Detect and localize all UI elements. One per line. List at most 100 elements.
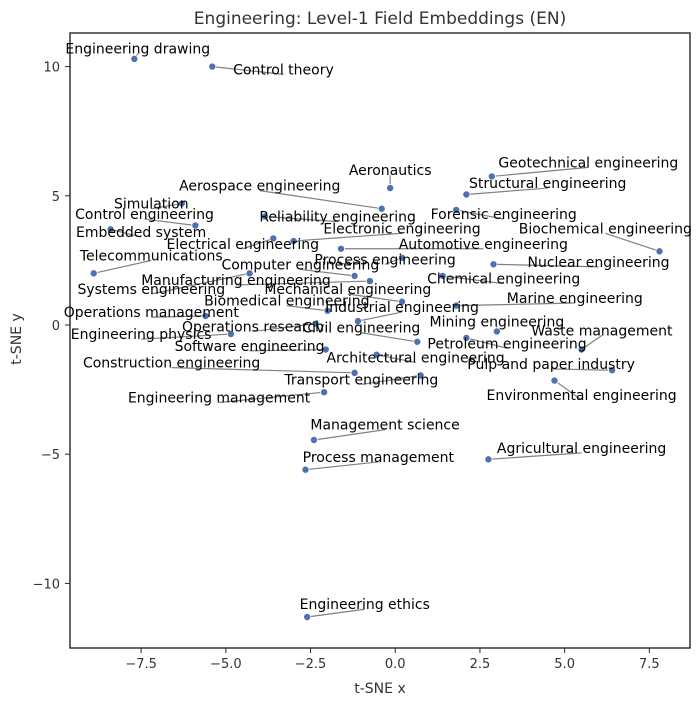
point-label: Transport engineering [283,372,438,388]
point-label: Aerospace engineering [179,179,340,195]
data-point [372,350,381,359]
data-point [608,366,617,375]
data-point [201,311,210,320]
leader-line [219,391,325,404]
data-point [301,465,310,474]
point-label: Geotechnical engineering [498,155,678,171]
leader-line [235,280,370,286]
data-point [487,172,496,181]
leader-line [264,215,338,223]
data-point [191,221,200,230]
point-label: Electronic engineering [323,221,480,237]
data-point [386,184,395,193]
data-point [492,327,501,336]
leader-line [305,461,379,471]
data-point [321,345,330,354]
leader-line [376,354,416,364]
point-label: Biochemical engineering [519,221,692,237]
point-label: Nuclear engineering [527,255,669,271]
x-tick-label: 5.0 [554,657,575,672]
leader-line [252,323,316,333]
data-point [245,269,254,278]
point-label: Software engineering [175,339,325,355]
data-point [413,337,422,346]
leader-line [259,190,382,210]
data-point [177,199,186,208]
chart-title: Engineering: Level-1 Field Embeddings (E… [194,9,566,29]
data-point [416,371,425,380]
y-axis-label: t-SNE y [9,313,25,364]
point-label: Construction engineering [83,356,260,372]
leader-line [242,237,274,250]
data-point [655,247,664,256]
leader-line [488,452,582,460]
point-label: Electrical engineering [166,237,319,253]
data-points [89,54,664,621]
leader-line [456,302,575,307]
data-point [260,212,269,221]
plot-frame [69,32,691,649]
leader-line [605,232,660,252]
leader-line [466,337,508,349]
leader-line [491,166,589,178]
data-point [350,368,359,377]
leader-line [151,202,182,210]
leader-line [249,348,326,352]
y-tick-label: −5 [41,448,60,463]
point-label: Biomedical engineering [204,294,369,310]
point-label: Computer engineering [221,257,379,273]
leader-line [212,65,284,75]
x-tick-label: 2.5 [470,657,491,672]
data-point [452,301,461,310]
point-label: Waste management [531,323,673,339]
data-point [130,54,139,63]
data-point [377,204,386,213]
data-point [353,317,362,326]
point-label: Pulp and paper industry [467,357,635,373]
point-label: Engineering drawing [65,42,210,58]
leader-line [300,268,355,277]
data-point [438,271,447,280]
data-point [350,271,359,280]
point-label: Manufacturing engineering [141,273,331,289]
leader-line [361,332,418,343]
data-point [320,388,329,397]
point-label: Aeronautics [349,163,432,179]
data-point [309,435,318,444]
data-point [462,333,471,342]
leader-line [554,380,582,401]
data-point [462,190,471,199]
data-point [484,455,493,464]
point-label: Telecommunications [79,248,223,264]
leader-line [493,263,599,268]
leader-line [110,228,142,238]
point-label: Chemical engineering [427,272,580,288]
leader-line [456,209,504,220]
data-point [550,376,559,385]
x-tick-label: 0.0 [385,657,406,672]
point-label: Process management [303,450,455,466]
leader-line [313,429,386,441]
x-tick-label: −2.5 [295,657,327,672]
point-label: Civil engineering [302,321,420,337]
data-point [398,297,407,306]
data-point [269,234,278,243]
point-label: Petroleum engineering [427,336,586,352]
data-point [289,237,298,246]
point-label: Engineering management [128,391,311,407]
leader-line [551,368,613,371]
point-labels: Engineering drawing Control theory Aeronau… [64,42,692,614]
point-label: Operations management [64,305,240,321]
point-label: Engineering ethics [300,597,430,613]
point-label: Marine engineering [507,291,643,307]
point-label: Process engineering [314,252,455,268]
point-label: Mechanical engineering [264,282,431,298]
point-label: Systems engineering [77,282,225,298]
leader-line [466,187,548,196]
data-point [398,253,407,262]
axis-ticks: −7.5 −5.0 −2.5 0.0 2.5 5.0 7.5 −10 −5 0 5 10 [33,61,660,672]
label-leader-lines [93,53,660,618]
leader-line [347,293,403,303]
point-label: Forensic engineering [431,207,577,223]
